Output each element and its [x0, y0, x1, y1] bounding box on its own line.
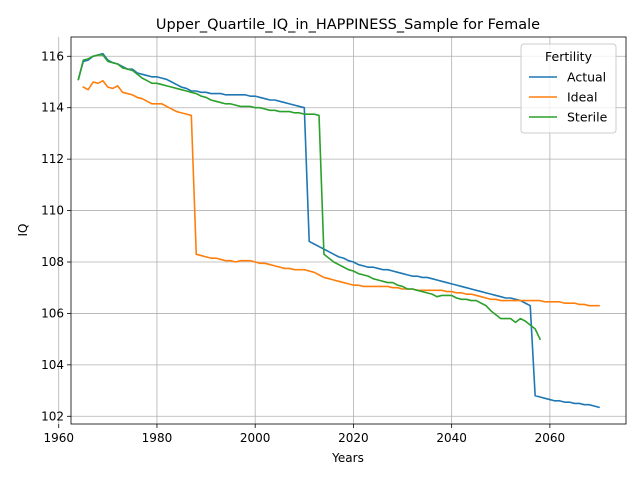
y-tick-label: 102	[41, 409, 64, 423]
series-line-actual	[77, 52, 600, 409]
y-tick-label: 106	[41, 306, 64, 320]
y-tick-label: 104	[41, 358, 64, 372]
y-tick-label: 114	[41, 101, 64, 115]
y-axis: 102 104 106 108 110 112 114 116	[41, 49, 71, 423]
x-tick-label: 2040	[436, 431, 467, 445]
x-tick-label: 1960	[43, 431, 74, 445]
x-tick-label: 1980	[142, 431, 173, 445]
y-tick-label: 116	[41, 49, 64, 63]
y-tick-label: 110	[41, 204, 64, 218]
y-axis-label: IQ	[16, 224, 30, 237]
x-tick-label: 2000	[240, 431, 271, 445]
y-tick-label: 112	[41, 152, 64, 166]
plot-area-frame	[70, 36, 627, 425]
series-line-ideal	[82, 79, 600, 307]
x-tick-label: 2060	[535, 431, 566, 445]
y-tick-label: 108	[41, 255, 64, 269]
legend-label-ideal: Ideal	[567, 90, 597, 105]
series-lines	[77, 52, 600, 409]
legend-label-sterile: Sterile	[567, 110, 608, 125]
legend: Fertility Actual Ideal Sterile	[520, 43, 617, 134]
legend-label-actual: Actual	[567, 70, 606, 85]
legend-items: Actual Ideal Sterile	[529, 70, 608, 125]
x-axis-label: Years	[331, 451, 364, 465]
x-tick-label: 2020	[338, 431, 369, 445]
legend-title: Fertility	[545, 49, 593, 64]
x-axis: 1960 1980 2000 2020 2040 2060	[43, 424, 565, 445]
legend-box	[520, 43, 617, 134]
series-line-sterile	[77, 54, 542, 341]
chart-title: Upper_Quartile_IQ_in_HAPPINESS_Sample fo…	[156, 17, 540, 33]
